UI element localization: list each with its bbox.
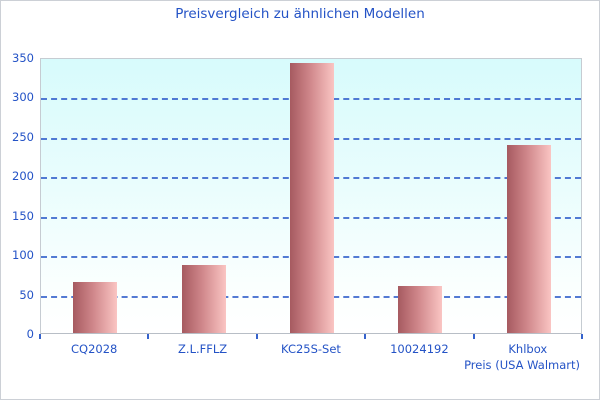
x-tick-5 xyxy=(581,334,583,339)
chart-title: Preisvergleich zu ähnlichen Modellen xyxy=(175,6,425,22)
x-category-label-10024192: 10024192 xyxy=(390,342,449,356)
y-tick-label-100: 100 xyxy=(12,248,34,263)
bar-Z.L.FFLZ xyxy=(181,265,226,333)
bar-KC25S-Set xyxy=(290,62,334,333)
x-tick-3 xyxy=(364,334,367,339)
x-category-label-Z.L.FFLZ: Z.L.FFLZ xyxy=(178,342,228,356)
y-tick-label-200: 200 xyxy=(12,169,34,184)
bar-10024192 xyxy=(398,285,443,333)
y-tick-label-350: 350 xyxy=(12,51,34,65)
y-tick-label-0: 0 xyxy=(26,327,34,341)
x-tick-2 xyxy=(255,334,258,339)
x-tick-0 xyxy=(39,334,41,339)
x-axis-title: Preis (USA Walmart) xyxy=(464,358,580,372)
x-tick-4 xyxy=(472,334,475,339)
y-tick-label-150: 150 xyxy=(12,208,34,223)
y-tick-label-250: 250 xyxy=(12,129,34,144)
x-tick-1 xyxy=(147,334,150,339)
bar-Khlbox xyxy=(506,145,551,333)
y-tick-label-50: 50 xyxy=(19,287,34,302)
y-tick-label-300: 300 xyxy=(12,90,34,105)
x-category-label-CQ2028: CQ2028 xyxy=(71,342,118,356)
plot-area xyxy=(40,58,582,334)
x-category-label-KC25S-Set: KC25S-Set xyxy=(281,342,341,356)
bar-CQ2028 xyxy=(73,281,118,333)
x-category-label-Khlbox: Khlbox xyxy=(508,342,548,356)
